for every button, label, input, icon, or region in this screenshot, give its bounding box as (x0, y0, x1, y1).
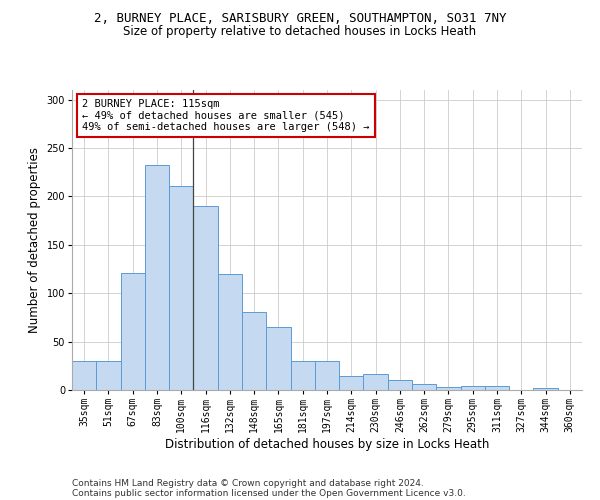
Y-axis label: Number of detached properties: Number of detached properties (28, 147, 41, 333)
Bar (461, 386, 485, 390)
Text: Contains public sector information licensed under the Open Government Licence v3: Contains public sector information licen… (72, 488, 466, 498)
Bar (339, 376, 364, 390)
Bar (436, 387, 461, 390)
Bar (145, 166, 169, 390)
Bar (485, 386, 509, 390)
Bar (388, 380, 412, 390)
Bar (121, 273, 145, 390)
Bar (290, 361, 315, 390)
Text: Size of property relative to detached houses in Locks Heath: Size of property relative to detached ho… (124, 25, 476, 38)
Bar (242, 312, 266, 390)
Bar (315, 361, 339, 390)
Bar (218, 274, 242, 390)
Bar (169, 186, 193, 390)
Bar (193, 206, 218, 390)
X-axis label: Distribution of detached houses by size in Locks Heath: Distribution of detached houses by size … (165, 438, 489, 451)
Text: 2, BURNEY PLACE, SARISBURY GREEN, SOUTHAMPTON, SO31 7NY: 2, BURNEY PLACE, SARISBURY GREEN, SOUTHA… (94, 12, 506, 26)
Bar (364, 374, 388, 390)
Text: Contains HM Land Registry data © Crown copyright and database right 2024.: Contains HM Land Registry data © Crown c… (72, 478, 424, 488)
Bar (266, 327, 290, 390)
Text: 2 BURNEY PLACE: 115sqm
← 49% of detached houses are smaller (545)
49% of semi-de: 2 BURNEY PLACE: 115sqm ← 49% of detached… (82, 99, 370, 132)
Bar (533, 388, 558, 390)
Bar (72, 361, 96, 390)
Bar (412, 384, 436, 390)
Bar (96, 361, 121, 390)
